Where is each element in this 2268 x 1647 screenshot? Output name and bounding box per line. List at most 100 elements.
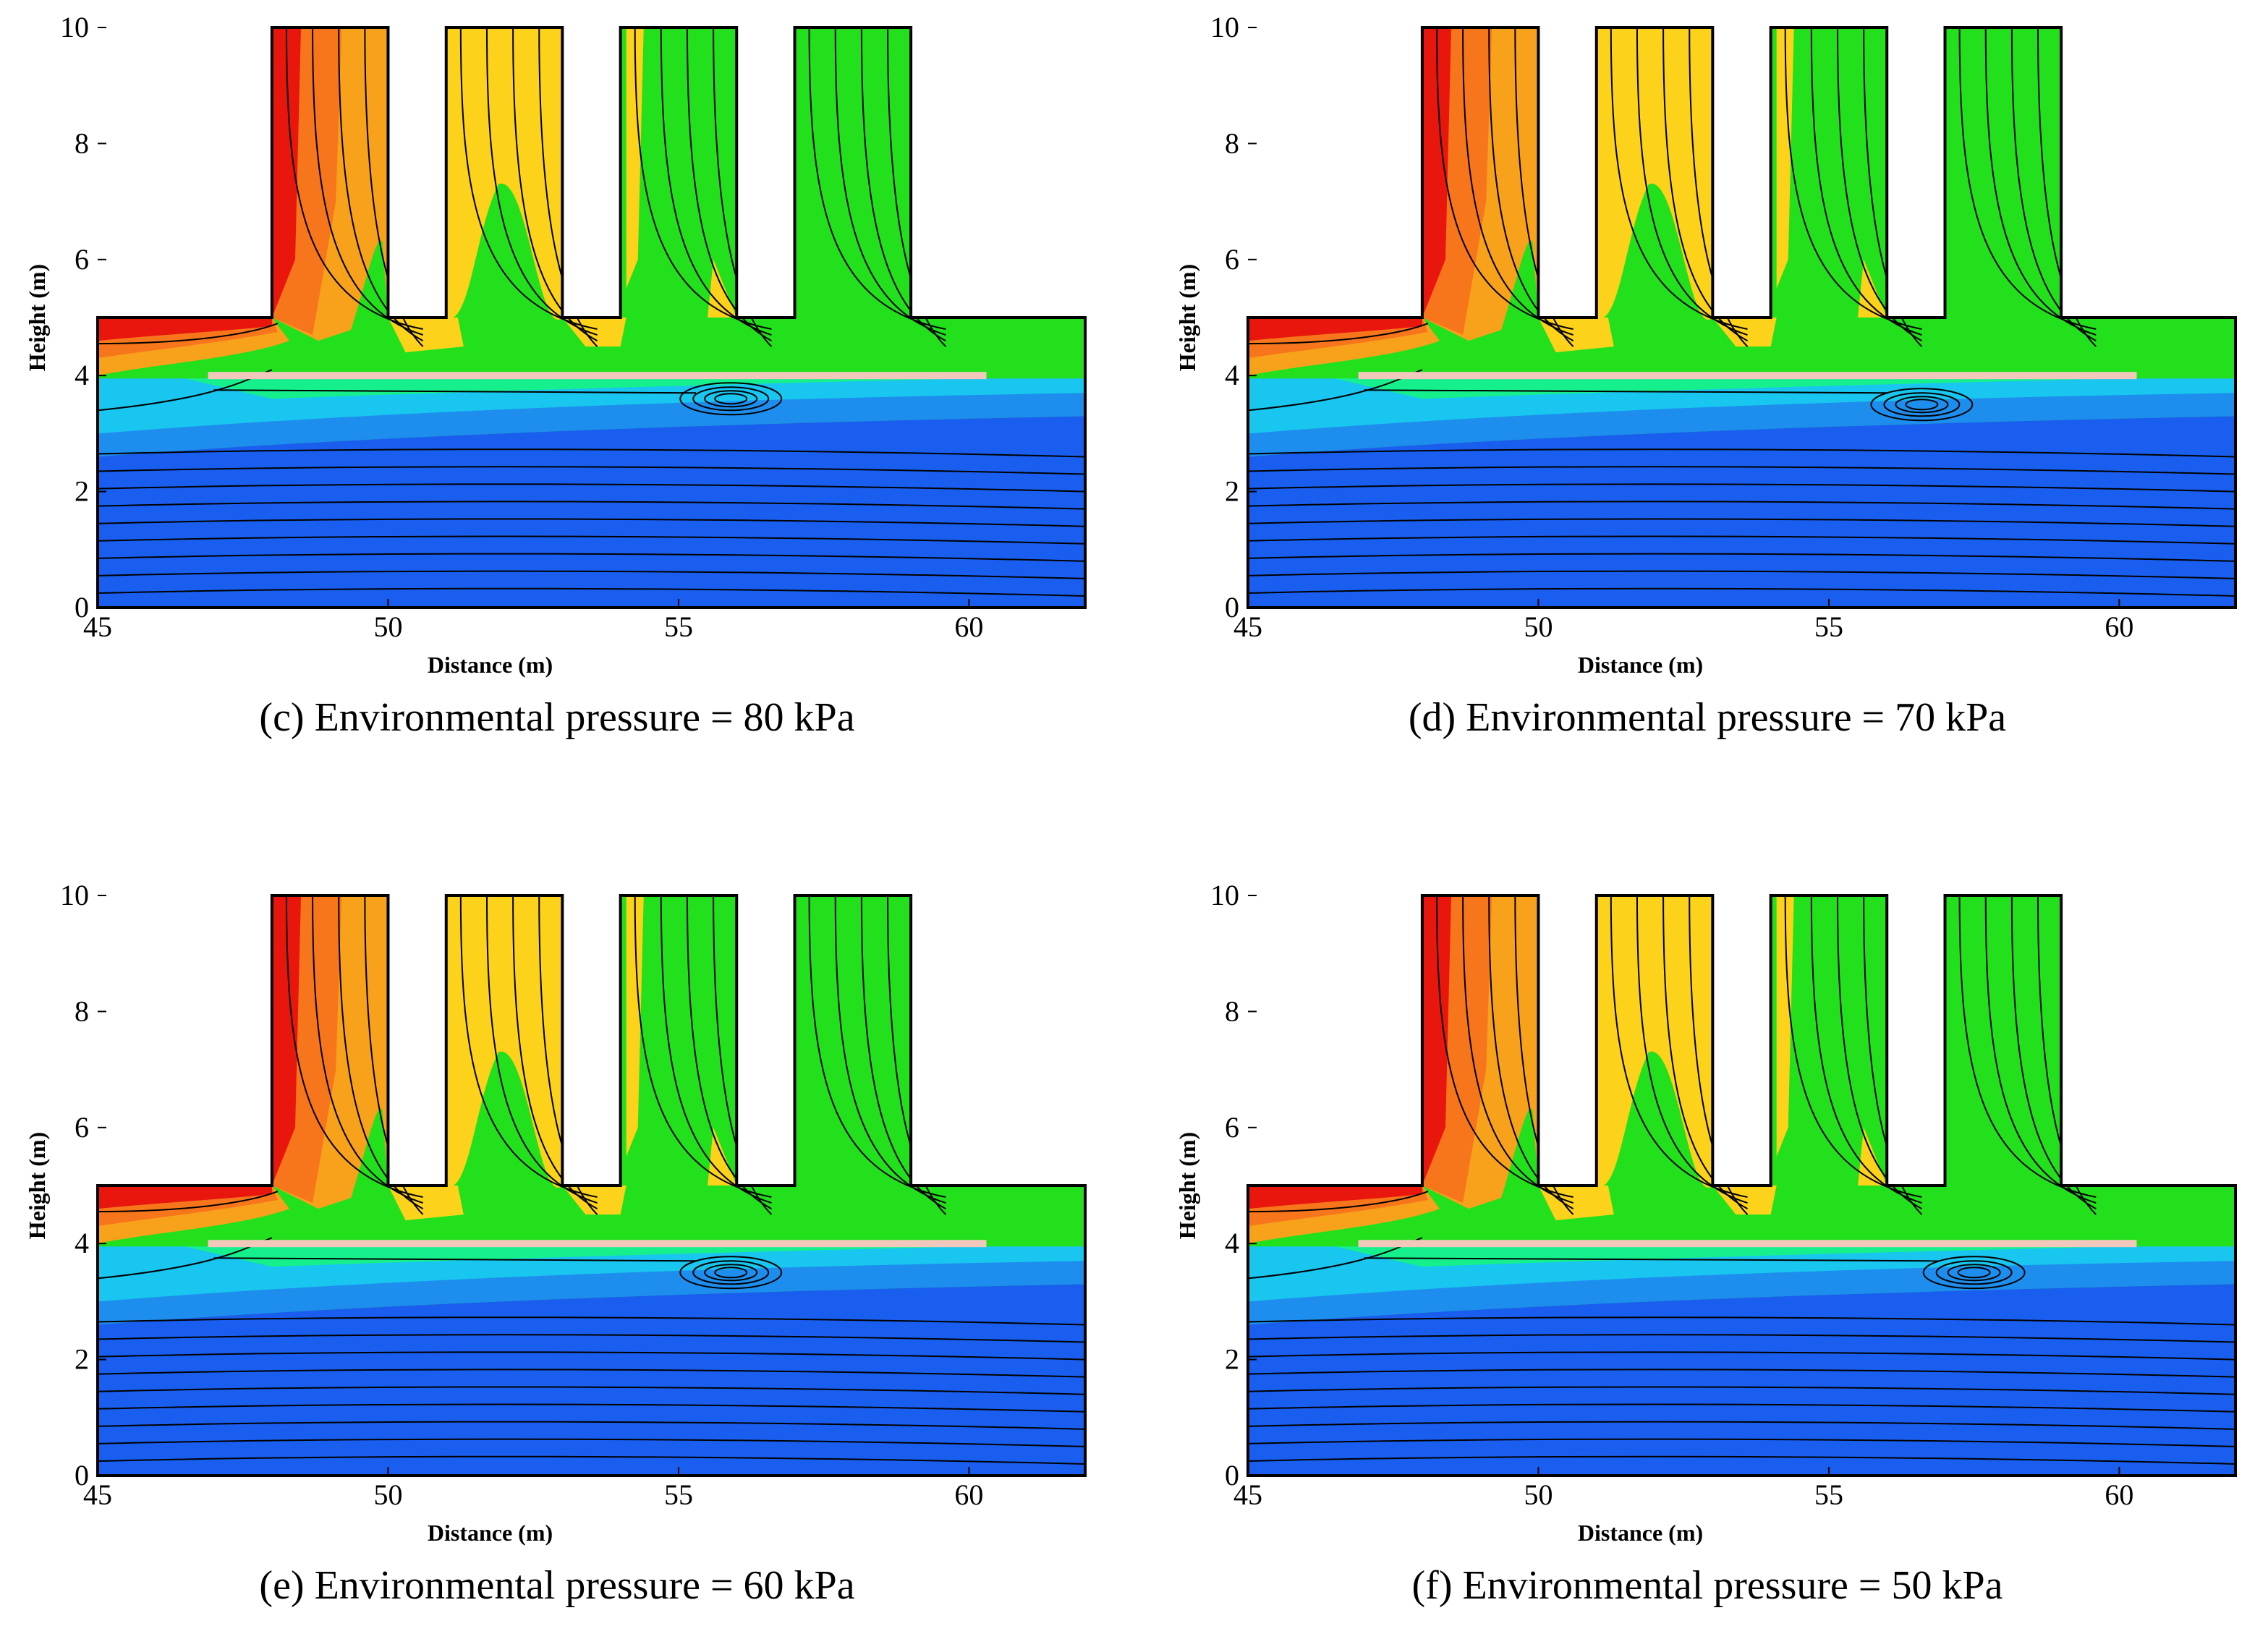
panel-c: 45 50 55 60 0 2 4 6 8 10 Distance (m) Height (m) (c… [0,0,1129,810]
streamline-shaft [860,27,946,341]
streamline-shaft [1488,895,1574,1209]
streamline-lower [1248,1334,2235,1343]
rail [1358,1240,2137,1248]
contour-shaft3-yellow [626,27,644,289]
y-tick-label: 2 [1225,475,1239,508]
streamline-lower [1248,1351,2235,1361]
streamline-lower [1248,518,2235,527]
streamline-shaft [512,895,598,1209]
streamline-shaft [634,27,772,331]
x-tick-label: 50 [373,610,402,643]
streamline-inlet [1248,323,1429,345]
streamline-lower [98,1421,1085,1430]
streamline-shaft [1958,895,2097,1199]
streamline-shaft [1435,27,1573,331]
streamline-shaft [1662,27,1748,341]
vortex-ring [1895,396,1949,414]
streamline-lower [98,501,1085,510]
streamline-shaft [1689,27,1749,347]
streamline-lower [98,1351,1085,1361]
streamlines [98,27,1085,597]
chart-svg: 45 50 55 60 0 2 4 6 8 10 Distance (m) Height (m) [1174,879,2237,1546]
streamline-lower [98,1369,1085,1378]
streamline-shaft [1836,895,1922,1209]
y-tick-label: 6 [75,243,89,276]
y-tick-label: 10 [60,11,89,43]
streamline-shaft [634,895,772,1199]
contour-teal [184,378,969,399]
streamline-lower [98,553,1085,562]
contour-inlet-red [1248,1186,1422,1209]
streamline-shaft [2010,895,2097,1209]
streamline-lower [98,535,1085,545]
streamline-shaft [1689,895,1749,1215]
y-tick-label: 0 [75,1459,89,1491]
y-tick-label: 0 [1225,591,1239,624]
streamline-shaft [1610,27,1748,331]
streamline-shaft [1784,895,1922,1199]
streamline-shaft [364,895,424,1215]
domain-outline [1246,894,2237,1477]
panel-e: 45 50 55 60 0 2 4 6 8 10 Distance (m) Height (m) (e… [0,868,1129,1647]
y-tick-label: 6 [75,1111,89,1144]
vortex-ring [692,1260,770,1285]
streamline-shaft [860,895,946,1209]
streamline-lower [1248,1369,2235,1378]
contour-teal [1335,1246,2120,1267]
domain-outline [1246,26,2237,609]
streamline-lower [98,1455,1085,1465]
y-tick-label: 8 [75,995,89,1027]
streamline-shaft [1488,27,1574,341]
streamline-lower [98,466,1085,475]
vortex-ring [679,1256,783,1290]
vortex-ring [692,386,770,412]
caption: (c) Environmental pressure = 80 kPa [259,695,855,740]
contour-shaft3-yellow [1776,27,1794,289]
streamline-inlet [98,323,279,345]
streamline-lower [1248,1421,2235,1430]
contour-blue [98,1284,1085,1476]
streamline-lower [1248,448,2235,458]
y-tick-label: 4 [1225,1227,1239,1259]
contour-shaft1-red [271,895,302,1186]
streamline-shaft [887,895,946,1215]
streamline-shaft [686,27,772,341]
y-tick-label: 0 [1225,1459,1239,1491]
streamline-shaft [364,27,424,347]
axes: 45 50 55 60 0 2 4 6 8 10 Distance (m) Height (m) [1174,11,2133,678]
streamline-shaft [1514,27,1574,347]
streamlines [1248,27,2235,597]
y-tick-label: 10 [1210,11,1239,43]
rail [208,372,987,380]
x-axis-label: Distance (m) [1578,1520,1703,1546]
streamline-lower [1248,501,2235,510]
x-tick-label: 60 [2105,610,2133,643]
contour-inlet-red [1248,318,1422,341]
streamline-shaft [1435,895,1573,1199]
y-tick-label: 4 [1225,359,1239,391]
y-tick-label: 2 [75,475,89,508]
streamline-shaft [512,27,598,341]
streamline-lower [98,570,1085,579]
domain-outline [96,26,1087,609]
streamline-shaft [1836,27,1922,341]
vortex-ring [1883,392,1961,417]
streamline-lower [98,587,1085,597]
x-tick-label: 50 [373,1478,402,1511]
vortex-ring [704,1264,758,1282]
streamline-lower [1248,570,2235,579]
streamline-shaft [459,27,598,331]
streamline-shaft [1514,895,1574,1215]
chart-svg: 45 50 55 60 0 2 4 6 8 10 Distance (m) Height (m) [24,11,1087,678]
contour-shaft1-red [1422,895,1452,1186]
contour-blue [1248,416,2235,608]
streamline-shaft [338,895,424,1209]
streamline-lower [1248,553,2235,562]
streamline-lower [1248,1386,2235,1395]
streamline-inlet [1248,1191,1429,1213]
y-axis-label: Height (m) [24,1132,50,1239]
y-tick-label: 4 [75,1227,89,1259]
contour-shaft1-green [347,1108,388,1215]
vortex-ring [679,382,783,416]
caption: (d) Environmental pressure = 70 kPa [1408,695,2007,740]
